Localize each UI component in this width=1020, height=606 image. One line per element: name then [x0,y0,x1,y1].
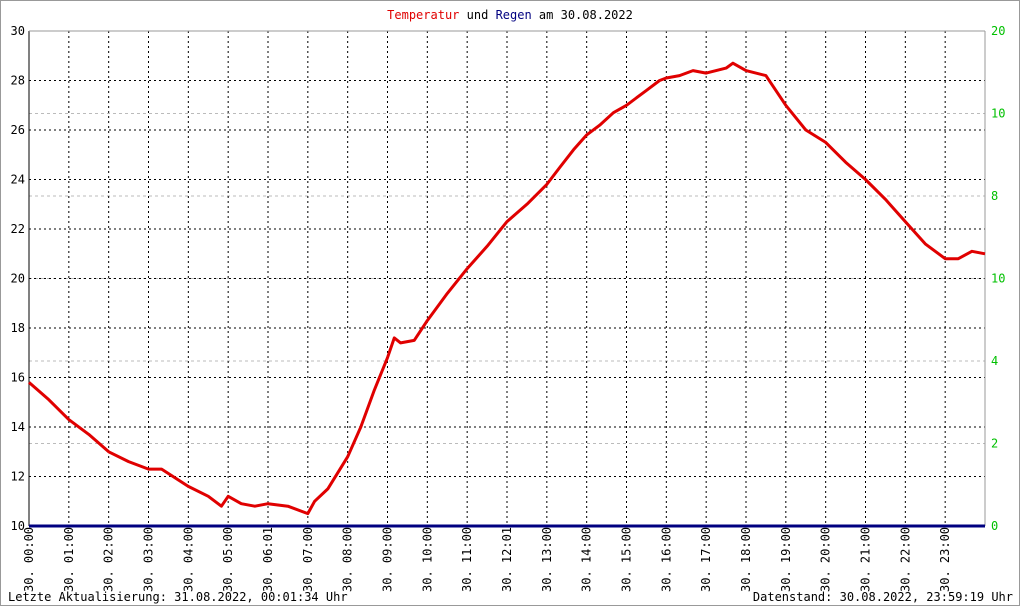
title-connector: und [467,8,489,22]
x-tick-label: 30. 19:00 [779,527,793,592]
title-suffix: am 30.08.2022 [539,8,633,22]
x-tick-label: 30. 06:01 [261,527,275,592]
x-tick-label: 30. 02:00 [102,527,116,592]
x-tick-label: 30. 21:00 [859,527,873,592]
y-tick-label: 16 [11,371,25,385]
x-tick-label: 30. 09:00 [381,527,395,592]
chart-title: Temperatur und Regen am 30.08.2022 [387,8,633,22]
x-tick-label: 30. 22:00 [898,527,912,592]
x-tick-label: 30. 18:00 [739,527,753,592]
title-rain: Regen [496,8,532,22]
x-tick-label: 30. 13:00 [540,527,554,592]
y-tick-label: 18 [11,321,25,335]
x-tick-label: 30. 00:00 [22,527,36,592]
x-tick-label: 30. 15:00 [620,527,634,592]
x-tick-label: 30. 03:00 [142,527,156,592]
footer-left: Letzte Aktualisierung: 31.08.2022, 00:01… [8,590,348,604]
x-tick-label: 30. 14:00 [580,527,594,592]
y2-tick-label: 10 [991,107,1005,121]
y2-tick-label: 10 [991,272,1005,286]
x-tick-label: 30. 17:00 [699,527,713,592]
footer-right: Datenstand: 30.08.2022, 23:59:19 Uhr [753,590,1013,604]
x-tick-label: 30. 20:00 [819,527,833,592]
y-tick-label: 12 [11,470,25,484]
y-tick-label: 10 [11,519,25,533]
y-tick-label: 20 [11,272,25,286]
series-line [28,61,986,516]
y-tick-label: 14 [11,420,25,434]
x-tick-label: 30. 08:00 [341,527,355,592]
x-tick-label: 30. 01:00 [62,527,76,592]
y2-tick-label: 20 [991,24,1005,38]
title-temperature: Temperatur [387,8,459,22]
y2-tick-label: 0 [991,519,998,533]
y2-tick-label: 4 [991,354,998,368]
x-tick-label: 30. 11:00 [460,527,474,592]
x-tick-label: 30. 23:00 [938,527,952,592]
y-tick-label: 30 [11,24,25,38]
y-tick-label: 24 [11,173,25,187]
y-tick-label: 22 [11,222,25,236]
y-tick-label: 28 [11,74,25,88]
y2-tick-label: 8 [991,189,998,203]
x-tick-label: 30. 04:00 [181,527,195,592]
x-tick-label: 30. 07:00 [301,527,315,592]
x-tick-label: 30. 05:00 [221,527,235,592]
y2-tick-label: 2 [991,437,998,451]
x-tick-label: 30. 10:00 [420,527,434,592]
x-tick-label: 30. 12:01 [500,527,514,592]
x-tick-label: 30. 16:00 [659,527,673,592]
y-tick-label: 26 [11,123,25,137]
